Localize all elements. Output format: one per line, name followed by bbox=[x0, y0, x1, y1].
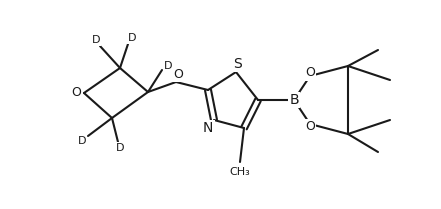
Text: O: O bbox=[71, 87, 81, 99]
Text: D: D bbox=[128, 33, 136, 43]
Text: CH₃: CH₃ bbox=[230, 167, 250, 177]
Text: O: O bbox=[305, 121, 315, 134]
Text: B: B bbox=[289, 93, 299, 107]
Text: D: D bbox=[116, 143, 124, 153]
Text: D: D bbox=[92, 35, 100, 45]
Text: S: S bbox=[234, 57, 243, 71]
Text: D: D bbox=[164, 61, 172, 71]
Text: D: D bbox=[78, 136, 86, 146]
Text: N: N bbox=[203, 121, 213, 135]
Text: O: O bbox=[173, 68, 183, 80]
Text: O: O bbox=[305, 66, 315, 79]
